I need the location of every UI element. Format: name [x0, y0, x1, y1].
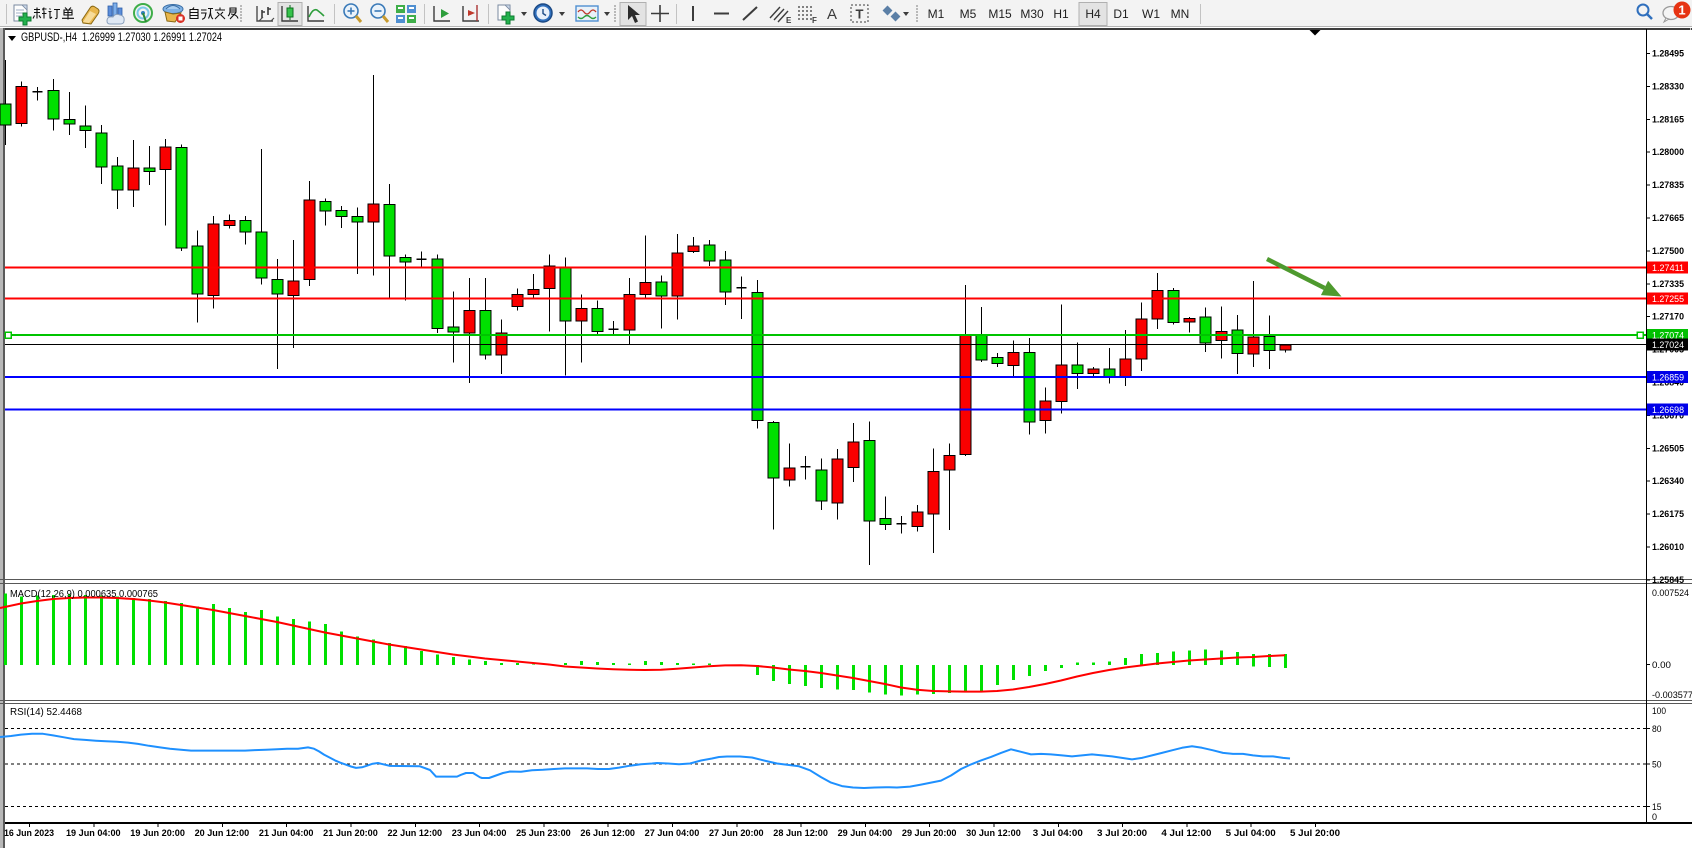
svg-text:-0.003577: -0.003577 [1652, 690, 1692, 700]
svg-text:5 Jul 04:00: 5 Jul 04:00 [1226, 828, 1276, 838]
svg-text:27 Jun 20:00: 27 Jun 20:00 [709, 828, 764, 838]
svg-text:21 Jun 20:00: 21 Jun 20:00 [323, 828, 378, 838]
svg-text:GBPUSD-,H4 1.26999 1.27030 1.: GBPUSD-,H4 1.26999 1.27030 1.26991 1.270… [21, 30, 222, 44]
svg-text:0.00: 0.00 [1652, 660, 1671, 670]
svg-text:5 Jul 20:00: 5 Jul 20:00 [1290, 828, 1340, 838]
svg-text:MACD(12,26,9) 0.000635 0.00076: MACD(12,26,9) 0.000635 0.000765 [10, 589, 158, 600]
svg-text:1.26340: 1.26340 [1652, 476, 1684, 486]
svg-text:1.28165: 1.28165 [1652, 114, 1684, 124]
svg-text:20 Jun 12:00: 20 Jun 12:00 [195, 828, 250, 838]
svg-text:H1: H1 [1053, 7, 1069, 21]
svg-text:3 Jul 20:00: 3 Jul 20:00 [1097, 828, 1147, 838]
svg-text:1.27835: 1.27835 [1652, 180, 1684, 190]
svg-text:19 Jun 20:00: 19 Jun 20:00 [130, 828, 185, 838]
svg-text:1.26698: 1.26698 [1652, 405, 1684, 415]
svg-text:23 Jun 04:00: 23 Jun 04:00 [452, 828, 507, 838]
svg-text:1.26859: 1.26859 [1652, 373, 1684, 383]
svg-text:RSI(14) 52.4468: RSI(14) 52.4468 [10, 707, 82, 718]
svg-text:26 Jun 12:00: 26 Jun 12:00 [580, 828, 635, 838]
svg-text:29 Jun 04:00: 29 Jun 04:00 [838, 828, 893, 838]
svg-text:MN: MN [1171, 7, 1190, 21]
svg-text:M30: M30 [1020, 7, 1044, 21]
svg-text:1.28000: 1.28000 [1652, 147, 1684, 157]
svg-text:F: F [812, 16, 817, 25]
svg-text:28 Jun 12:00: 28 Jun 12:00 [773, 828, 828, 838]
svg-text:80: 80 [1652, 724, 1662, 734]
svg-text:M1: M1 [928, 7, 945, 21]
svg-text:H4: H4 [1085, 7, 1101, 21]
svg-text:3 Jul 04:00: 3 Jul 04:00 [1033, 828, 1083, 838]
svg-text:1.27074: 1.27074 [1652, 331, 1684, 341]
svg-text:1.25845: 1.25845 [1652, 575, 1684, 585]
svg-text:D1: D1 [1113, 7, 1129, 21]
svg-text:1.28330: 1.28330 [1652, 81, 1684, 91]
svg-text:1: 1 [1678, 3, 1685, 18]
svg-text:1.27335: 1.27335 [1652, 279, 1684, 289]
svg-text:1.26010: 1.26010 [1652, 542, 1684, 552]
svg-text:M15: M15 [988, 7, 1012, 21]
svg-text:27 Jun 04:00: 27 Jun 04:00 [645, 828, 700, 838]
svg-text:1.27500: 1.27500 [1652, 246, 1684, 256]
svg-text:4 Jul 12:00: 4 Jul 12:00 [1161, 828, 1211, 838]
svg-text:50: 50 [1652, 760, 1662, 770]
svg-text:1.28495: 1.28495 [1652, 49, 1684, 59]
svg-text:29 Jun 20:00: 29 Jun 20:00 [902, 828, 957, 838]
svg-text:T: T [856, 7, 864, 22]
svg-text:1.27255: 1.27255 [1652, 294, 1684, 304]
svg-text:1.26505: 1.26505 [1652, 443, 1684, 453]
svg-text:W1: W1 [1142, 7, 1160, 21]
svg-text:1.27411: 1.27411 [1652, 263, 1684, 273]
svg-text:M5: M5 [960, 7, 977, 21]
svg-text:1.27024: 1.27024 [1652, 340, 1684, 350]
svg-text:A: A [827, 6, 837, 23]
svg-text:100: 100 [1652, 706, 1666, 716]
svg-text:30 Jun 12:00: 30 Jun 12:00 [966, 828, 1021, 838]
svg-text:1.27170: 1.27170 [1652, 312, 1684, 322]
svg-text:0.007524: 0.007524 [1652, 588, 1689, 598]
svg-text:19 Jun 04:00: 19 Jun 04:00 [66, 828, 121, 838]
svg-text:25 Jun 23:00: 25 Jun 23:00 [516, 828, 571, 838]
svg-text:1.26175: 1.26175 [1652, 509, 1684, 519]
svg-text:E: E [786, 16, 792, 25]
svg-text:15: 15 [1652, 802, 1662, 812]
svg-text:1.27665: 1.27665 [1652, 213, 1684, 223]
svg-text:0: 0 [1652, 812, 1657, 822]
svg-text:21 Jun 04:00: 21 Jun 04:00 [259, 828, 314, 838]
svg-text:16 Jun 2023: 16 Jun 2023 [4, 828, 54, 838]
svg-text:22 Jun 12:00: 22 Jun 12:00 [388, 828, 443, 838]
